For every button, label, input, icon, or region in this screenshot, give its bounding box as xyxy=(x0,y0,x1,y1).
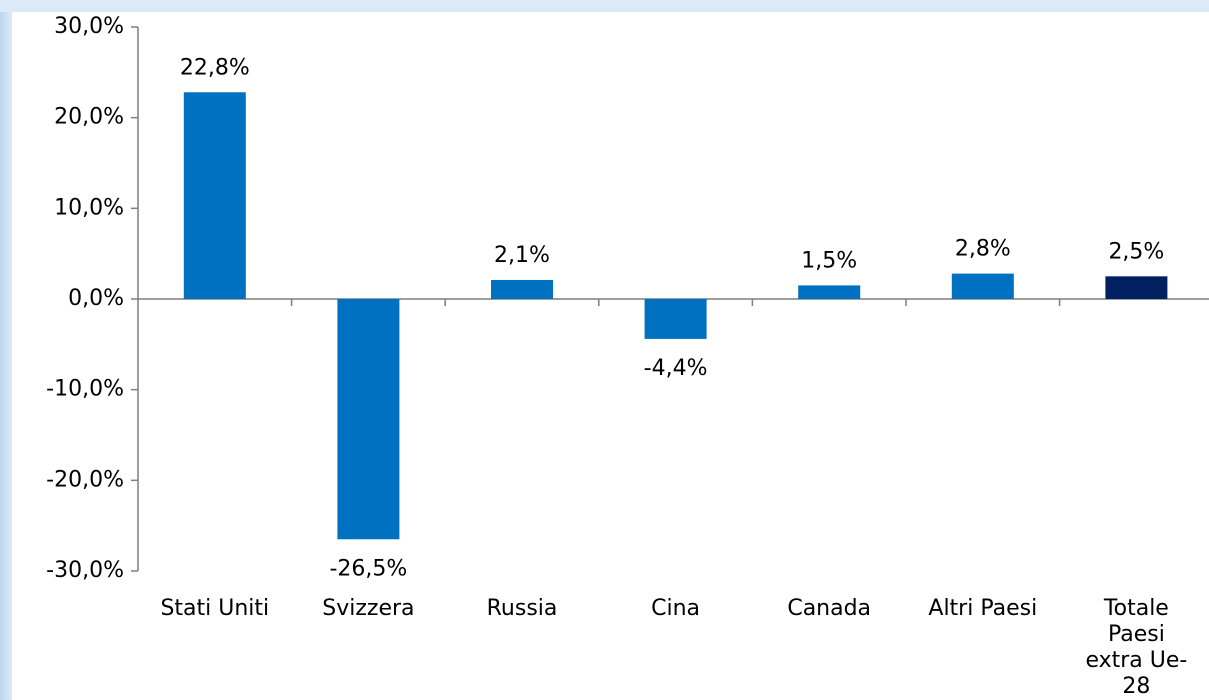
x-tick-label-box: Stati Uniti xyxy=(160,596,270,621)
x-tick-label-box: Totale Paesi extra Ue-28 xyxy=(1085,596,1188,696)
x-tick-label: Stati Uniti xyxy=(160,596,270,621)
y-tick-label: -10,0% xyxy=(46,377,124,402)
value-label: 2,1% xyxy=(494,243,550,268)
value-label: 22,8% xyxy=(180,55,250,80)
x-tick-label-box: Canada xyxy=(787,596,872,621)
bar xyxy=(337,299,400,540)
top-band xyxy=(0,0,1209,12)
value-label: 2,5% xyxy=(1108,239,1164,264)
x-tick-label-box: Russia xyxy=(486,596,558,621)
bar xyxy=(183,92,246,299)
y-tick-label: -20,0% xyxy=(46,467,124,492)
y-tick-label: -30,0% xyxy=(46,558,124,583)
value-label: 2,8% xyxy=(955,237,1011,262)
y-tick-label: 10,0% xyxy=(54,195,124,220)
x-tick-label: Cina xyxy=(651,596,701,621)
bar xyxy=(951,273,1014,299)
y-tick-label: 30,0% xyxy=(54,14,124,39)
x-tick-label-box: Altri Paesi xyxy=(928,596,1038,621)
value-label: -26,5% xyxy=(329,556,407,581)
x-tick-label: Totale Paesi extra Ue-28 xyxy=(1085,596,1188,696)
x-tick-label: Altri Paesi xyxy=(928,596,1038,621)
value-label: 1,5% xyxy=(801,248,857,273)
x-tick-label: Russia xyxy=(486,596,558,621)
bar xyxy=(798,285,861,299)
x-tick-label: Svizzera xyxy=(322,596,415,621)
x-tick-label-box: Svizzera xyxy=(322,596,415,621)
y-tick-label: 0,0% xyxy=(68,286,124,311)
x-tick-label-box: Cina xyxy=(651,596,701,621)
bar xyxy=(1105,276,1168,299)
bar xyxy=(491,279,553,299)
value-label: -4,4% xyxy=(644,356,708,381)
x-tick-label: Canada xyxy=(787,596,872,621)
y-tick-label: 20,0% xyxy=(54,105,124,130)
bar xyxy=(644,299,707,339)
